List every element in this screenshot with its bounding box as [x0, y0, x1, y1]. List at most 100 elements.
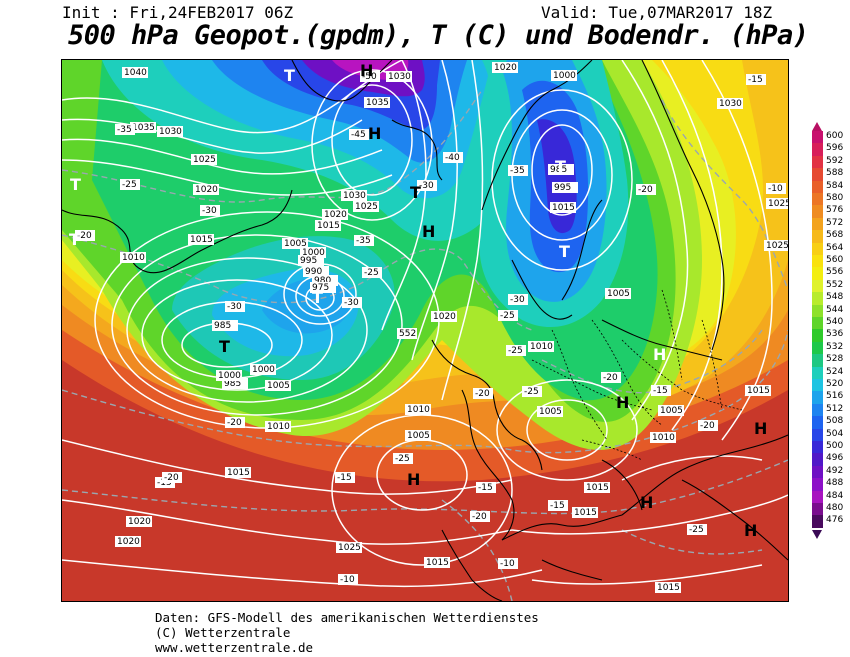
legend-value-label: 556: [826, 267, 844, 278]
temperature-label: -30: [419, 181, 434, 191]
pressure-label: 1005: [284, 239, 307, 249]
legend-color-swatch: [812, 453, 823, 467]
legend-color-swatch: [812, 317, 823, 330]
isotherms: [62, 89, 788, 601]
weather-map-svg: 1040 1035 1030 1025 1020 1015 1010 1005 …: [62, 60, 788, 601]
legend-color-swatch: [812, 143, 823, 157]
geopotential-label: 552: [399, 329, 416, 339]
legend-color-swatch: [812, 490, 823, 504]
legend-color-swatch: [812, 403, 823, 417]
legend-value-label: 520: [826, 379, 844, 389]
pressure-label: 1000: [252, 365, 275, 375]
pressure-label: 1030: [719, 99, 742, 109]
temperature-label: -35: [117, 125, 132, 135]
temperature-label: -30: [344, 298, 359, 308]
pressure-label: 1010: [652, 433, 675, 443]
temperature-label: -10: [340, 575, 355, 585]
legend-value-label: 528: [826, 354, 844, 365]
legend-value-label: 592: [826, 155, 844, 166]
legend-arrow-up-icon: [812, 122, 822, 131]
low-marker: T: [69, 230, 80, 249]
legend-value-label: 564: [826, 242, 844, 253]
temperature-label: -50: [362, 72, 377, 82]
temperature-label: -25: [500, 311, 515, 321]
pressure-label: 975: [312, 283, 329, 293]
high-marker: H: [368, 124, 381, 143]
pressure-label: 1025: [766, 241, 788, 251]
legend-value-label: 524: [826, 366, 844, 377]
high-marker: H: [616, 393, 629, 412]
temperature-label: -20: [77, 231, 92, 241]
pressure-label: 1005: [407, 431, 430, 441]
pressure-label: 1020: [195, 185, 218, 195]
legend-value-label: 504: [826, 428, 844, 439]
legend-color-swatch: [812, 242, 823, 256]
website-text: www.wetterzentrale.de: [155, 640, 314, 655]
pressure-label: 980: [314, 276, 331, 286]
temperature-label-group: -50 -45 -40 -35 -25 -30 -20 -30 -30 -35 …: [75, 71, 786, 585]
legend-value-label: 544: [826, 304, 844, 315]
low-marker: T: [410, 183, 421, 202]
pressure-label: 1025: [193, 155, 216, 165]
temperature-label: -20: [475, 389, 490, 399]
pressure-label: 995: [300, 256, 317, 266]
legend-value-label: 560: [826, 255, 844, 265]
legend-color-swatch: [812, 304, 823, 318]
legend-color-swatch: [812, 416, 823, 429]
color-scale-legend: 600 596 592 588 584 580 576 572 568 564 560 556 552 5…: [812, 122, 850, 539]
temperature-label: -10: [768, 184, 783, 194]
pressure-label: 1020: [494, 63, 517, 73]
legend-color-swatch: [812, 366, 823, 380]
pressure-label: 1020: [324, 210, 347, 220]
pressure-label: 1015: [426, 558, 449, 568]
temperature-label: -20: [164, 473, 179, 483]
legend-value-label: 532: [826, 341, 844, 352]
temperature-label: -15: [337, 473, 352, 483]
legend-value-label: 584: [826, 180, 844, 191]
legend-value-label: 496: [826, 453, 844, 464]
legend-value-label: 600: [826, 131, 844, 141]
legend-value-label: 580: [826, 193, 844, 203]
pressure-label: 1015: [747, 386, 770, 396]
pressure-label: 985: [550, 165, 567, 175]
legend-value-label: 512: [826, 403, 844, 414]
pressure-label: 1005: [539, 407, 562, 417]
legend-color-swatch: [812, 503, 823, 516]
legend-value-label: 492: [826, 465, 844, 476]
low-marker: T: [70, 175, 81, 194]
pressure-label: 1025: [338, 543, 361, 553]
pressure-label: 1005: [607, 289, 630, 299]
temperature-label: -10: [500, 559, 515, 569]
pressure-label: 1030: [343, 191, 366, 201]
copyright-text: (C) Wetterzentrale: [155, 625, 291, 640]
legend-color-swatch: [812, 131, 823, 144]
pressure-label: 995: [554, 183, 571, 193]
legend-color-swatch: [812, 205, 823, 219]
legend-color-swatch: [812, 391, 823, 405]
legend-value-label: 480: [826, 503, 844, 513]
temperature-label: -35: [356, 236, 371, 246]
pressure-label: 1015: [227, 468, 250, 478]
temperature-label: -25: [395, 454, 410, 464]
pressure-systems: T T T T T T T T H H H H H H H H H: [69, 61, 767, 540]
pressure-label: 1010: [122, 253, 145, 263]
temperature-label: -25: [524, 387, 539, 397]
legend-value-label: 576: [826, 205, 844, 216]
pressure-label: 985: [224, 379, 241, 389]
data-source-text: Daten: GFS-Modell des amerikanischen Wet…: [155, 610, 539, 625]
pressure-label: 1030: [159, 127, 182, 137]
pressure-label: 1030: [388, 72, 411, 82]
legend-color-swatch: [812, 279, 823, 293]
legend-value-label: 572: [826, 217, 844, 228]
pressure-label: 1010: [267, 422, 290, 432]
high-marker: H: [653, 345, 666, 364]
pressure-label: 1005: [267, 381, 290, 391]
high-marker: H: [744, 521, 757, 540]
legend-value-label: 488: [826, 478, 844, 489]
high-marker: H: [422, 222, 435, 241]
legend-color-swatch: [812, 515, 823, 529]
temperature-label: -15: [478, 483, 493, 493]
high-marker: H: [407, 470, 420, 489]
legend-color-swatch: [812, 217, 823, 231]
pressure-label: 1035: [366, 98, 389, 108]
